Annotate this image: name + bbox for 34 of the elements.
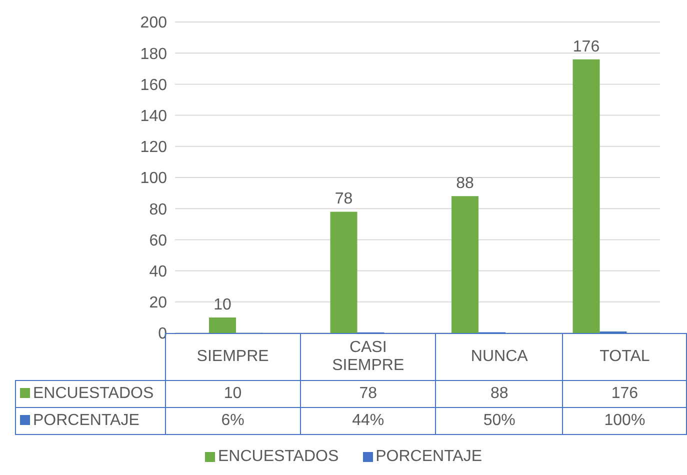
x-tick-label: SIEMPRE	[165, 334, 300, 380]
data-label: 78	[300, 380, 436, 408]
bar	[572, 59, 600, 333]
y-tick-label: 100	[140, 170, 168, 188]
bar	[330, 212, 358, 333]
text: 88	[456, 175, 474, 192]
y-tick-label: 160	[140, 76, 168, 94]
text: 176	[572, 38, 600, 56]
y-tick-label: 140	[140, 108, 168, 125]
y-tick-label: 20	[149, 294, 168, 312]
bar	[209, 317, 236, 333]
y-tick-label: 120	[140, 139, 168, 156]
y-tick-label: 40	[149, 263, 168, 280]
data-label: 100%	[562, 408, 686, 434]
x-tick-label: NUNCA	[436, 334, 563, 380]
data-label: 6%	[165, 408, 300, 434]
y-tick-label: 180	[140, 46, 168, 63]
data-label: 10	[165, 380, 300, 408]
data-label: 44%	[300, 408, 436, 434]
text: PORCENTAJE	[376, 448, 482, 465]
x-tick-label: CASI SIEMPRE	[300, 334, 436, 380]
data-label: 50%	[436, 408, 563, 434]
y-tick-label: 200	[140, 14, 168, 32]
y-tick-label: 80	[149, 201, 168, 218]
data-label: 176	[562, 380, 686, 408]
x-tick-label: TOTAL	[562, 334, 686, 380]
text: ENCUESTADOS	[218, 448, 339, 465]
legend-label: ENCUESTADOS	[16, 380, 166, 408]
legend-label: PORCENTAJE	[16, 408, 166, 434]
text: 10	[214, 296, 232, 314]
bar	[452, 196, 478, 333]
y-tick-label: 60	[149, 232, 168, 250]
text: 78	[334, 190, 353, 208]
data-label: 88	[436, 380, 563, 408]
